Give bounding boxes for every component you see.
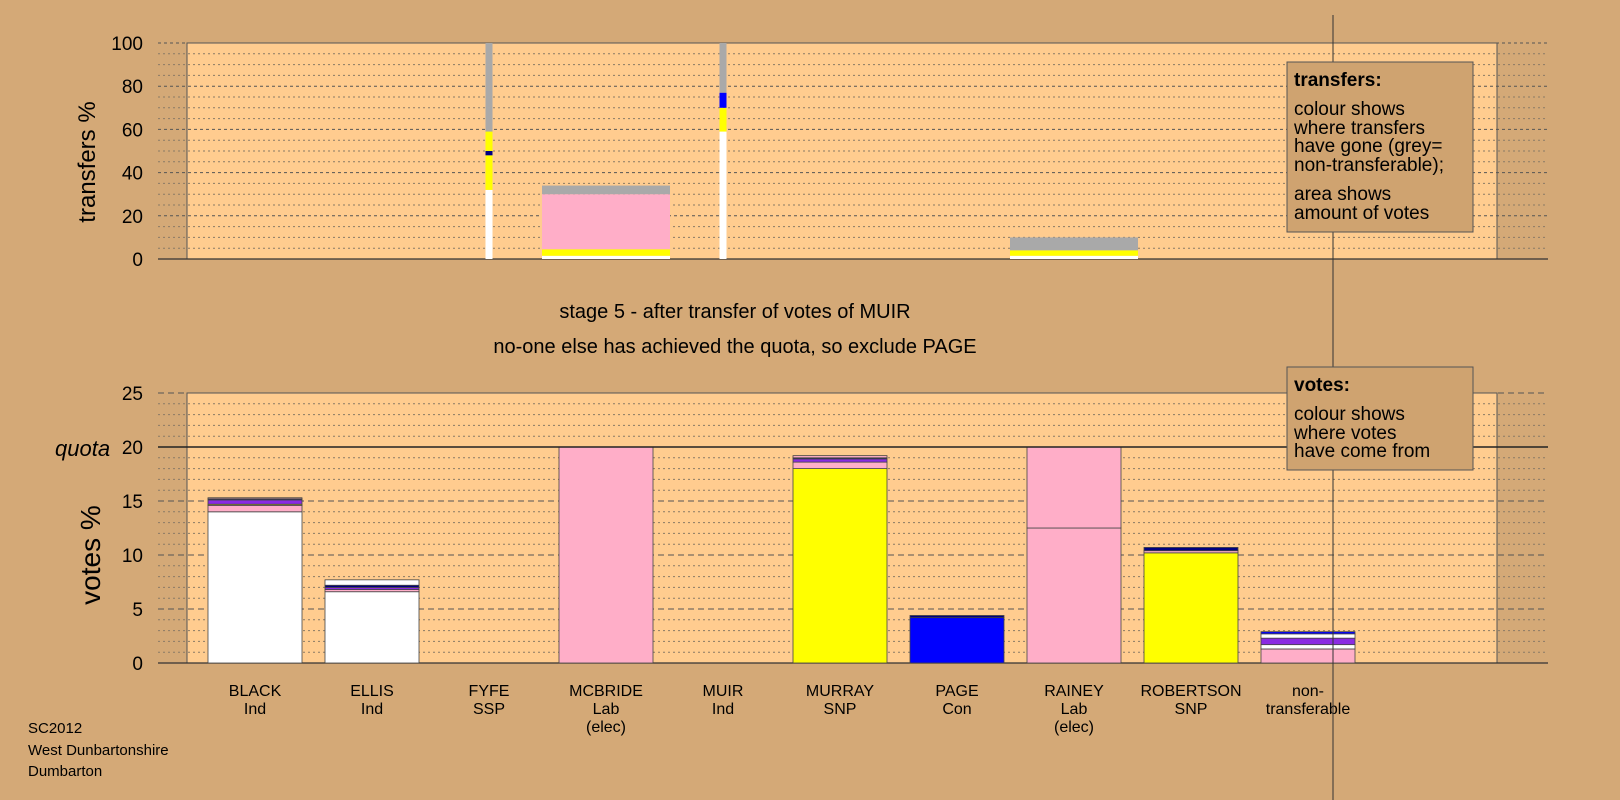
vote-bar-segment xyxy=(207,511,303,664)
transfers-legend-line: have gone (grey= xyxy=(1294,136,1442,157)
votes-tick-label: 5 xyxy=(132,600,143,621)
transfer-segment xyxy=(485,131,493,151)
candidate-label: MURRAY xyxy=(806,683,874,700)
transfer-segment xyxy=(542,249,670,256)
vote-bar-segment xyxy=(1143,552,1239,664)
transfers-tick-label: 100 xyxy=(111,34,143,55)
transfer-segment xyxy=(485,189,493,259)
transfers-legend-line: colour shows xyxy=(1294,99,1405,120)
candidate-label: ROBERTSON xyxy=(1140,683,1241,700)
votes-legend: votes: colour shows where votes have com… xyxy=(1286,366,1474,471)
votes-tick-label: 20 xyxy=(122,438,143,459)
vote-bar-segment xyxy=(792,468,888,664)
vote-bar-segment xyxy=(207,499,303,505)
transfers-tick-label: 60 xyxy=(122,120,143,141)
vote-bar-segment xyxy=(1260,637,1356,646)
stage-line-1: stage 5 - after transfer of votes of MUI… xyxy=(559,301,910,323)
candidate-label: FYFE xyxy=(469,683,510,700)
votes-legend-title: votes: xyxy=(1294,375,1350,396)
candidate-label: Ind xyxy=(244,701,266,718)
vote-bar-segment xyxy=(792,458,888,463)
votes-axis-title: votes % xyxy=(75,505,106,605)
candidate-label: SNP xyxy=(1175,701,1208,718)
candidate-label: Con xyxy=(942,701,971,718)
footer-line: Dumbarton xyxy=(28,763,102,780)
candidate-label: Lab xyxy=(1061,701,1088,718)
transfers-legend: transfers: colour shows where transfers … xyxy=(1286,61,1474,233)
transfer-segment xyxy=(485,155,493,190)
transfer-segment xyxy=(719,131,727,259)
transfers-legend-line: non-transferable); xyxy=(1294,155,1444,176)
transfer-segment xyxy=(485,151,493,156)
candidate-label: non- xyxy=(1292,683,1324,700)
votes-panel: 0510152025BLACKIndELLISIndFYFESSPMCBRIDE… xyxy=(122,384,1548,736)
transfers-legend-line: area shows xyxy=(1294,184,1391,205)
vote-bar-segment xyxy=(792,455,888,459)
candidate-label: ELLIS xyxy=(350,683,394,700)
transfer-segment xyxy=(719,92,727,108)
candidate-label: MCBRIDE xyxy=(569,683,643,700)
footer-line: West Dunbartonshire xyxy=(28,742,169,759)
transfer-segment xyxy=(719,107,727,132)
candidate-label: PAGE xyxy=(935,683,978,700)
candidate-label: SNP xyxy=(824,701,857,718)
votes-legend-line: where votes xyxy=(1293,423,1396,444)
vote-bar-segment xyxy=(558,446,654,664)
candidate-label: SSP xyxy=(473,701,505,718)
votes-tick-label: 10 xyxy=(122,546,143,567)
vote-bar-segment xyxy=(909,615,1005,619)
vote-bar-segment xyxy=(1026,446,1122,529)
vote-bar-segment xyxy=(1143,547,1239,552)
transfers-legend-title: transfers: xyxy=(1294,70,1382,91)
transfers-legend-line: amount of votes xyxy=(1294,203,1429,224)
vote-bar-segment xyxy=(1260,648,1356,664)
vote-bar-segment xyxy=(207,504,303,513)
stage-line-2: no-one else has achieved the quota, so e… xyxy=(493,336,976,358)
vote-bar-segment xyxy=(1260,633,1356,639)
candidate-label: Ind xyxy=(361,701,383,718)
votes-tick-label: 15 xyxy=(122,492,143,513)
transfer-segment xyxy=(1010,255,1138,259)
vote-bar-segment xyxy=(1260,644,1356,650)
footer-line: SC2012 xyxy=(28,720,82,737)
votes-legend-box xyxy=(1286,366,1474,471)
vote-bar-segment xyxy=(324,579,420,586)
candidate-label: (elec) xyxy=(586,719,626,736)
votes-legend-line: have come from xyxy=(1294,441,1430,462)
candidate-label: transferable xyxy=(1266,701,1351,718)
candidate-label: BLACK xyxy=(229,683,282,700)
transfer-segment xyxy=(485,43,493,132)
candidate-label: (elec) xyxy=(1054,719,1094,736)
transfers-panel: 0 20 40 60 80 100 xyxy=(111,34,1548,271)
vote-bar-segment xyxy=(792,461,888,469)
transfers-tick-label: 40 xyxy=(122,164,143,185)
transfer-segment xyxy=(719,43,727,93)
candidate-label: Ind xyxy=(712,701,734,718)
transfers-legend-box xyxy=(1286,61,1474,233)
candidate-label: Lab xyxy=(593,701,620,718)
quota-label: quota xyxy=(55,436,110,461)
transfers-tick-label: 0 xyxy=(132,250,143,271)
candidate-label: RAINEY xyxy=(1044,683,1104,700)
vote-bar-segment xyxy=(909,617,1005,664)
transfer-segment xyxy=(542,185,670,195)
transfers-tick-label: 20 xyxy=(122,207,143,228)
candidate-label: MUIR xyxy=(703,683,744,700)
transfer-segment xyxy=(542,194,670,250)
votes-legend-line: colour shows xyxy=(1294,404,1405,425)
votes-tick-label: 25 xyxy=(122,384,143,405)
vote-bar-segment xyxy=(207,497,303,500)
vote-bar-segment xyxy=(1260,631,1356,635)
transfers-axis-title: transfers % xyxy=(74,101,101,222)
vote-bar-segment xyxy=(1026,527,1122,664)
transfers-legend-line: where transfers xyxy=(1293,118,1425,139)
transfer-segment xyxy=(1010,250,1138,256)
transfers-tick-label: 80 xyxy=(122,77,143,98)
votes-tick-label: 0 xyxy=(132,654,143,675)
vote-bar-segment xyxy=(324,591,420,664)
transfer-segment xyxy=(1010,237,1138,251)
transfer-segment xyxy=(542,255,670,259)
